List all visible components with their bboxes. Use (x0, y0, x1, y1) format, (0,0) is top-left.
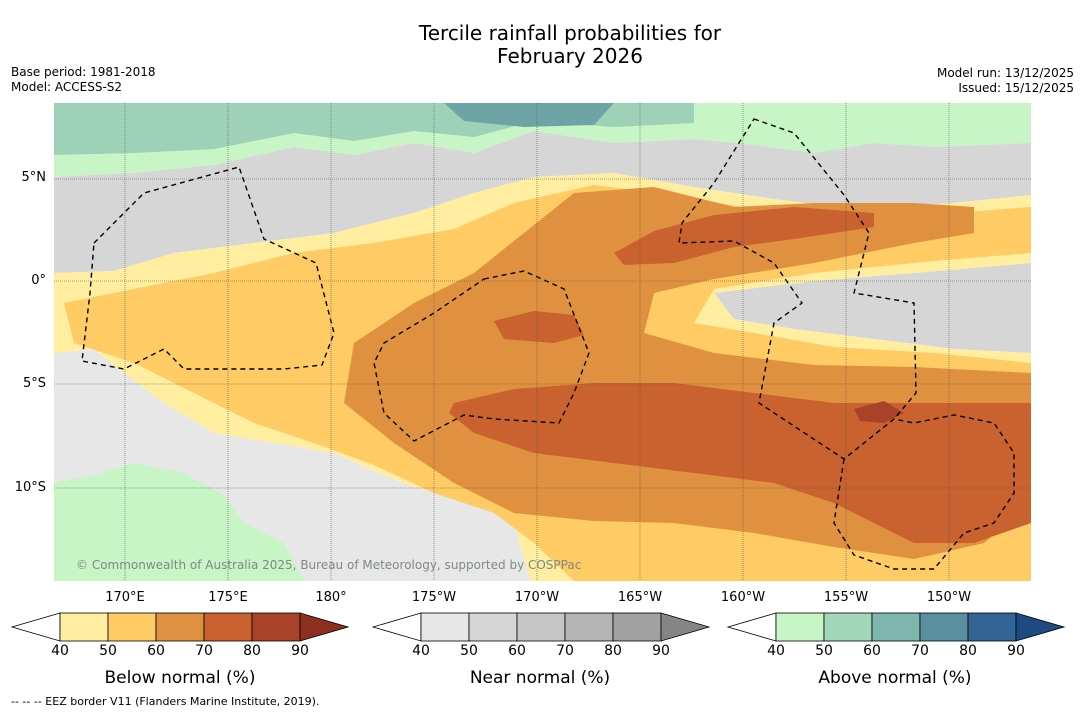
below-normal-90-south (854, 401, 904, 423)
above-colorbar-tick-50: 50 (815, 643, 833, 659)
above-normal-peak-north (444, 103, 614, 127)
above-colorbar-segment-5 (967, 612, 1017, 642)
eez-border-central (373, 270, 590, 442)
below-colorbar-segment-3 (155, 612, 205, 642)
above-normal-title: Above normal (%) (818, 668, 972, 688)
meta-right: Model run: 13/12/2025 Issued: 15/12/2025 (937, 66, 1074, 96)
below-colorbar-segment-2 (107, 612, 157, 642)
below-colorbar-tick-60: 60 (147, 643, 165, 659)
below-colorbar-tick-50: 50 (99, 643, 117, 659)
near-normal-title: Near normal (%) (469, 668, 611, 688)
near-colorbar-segment-2 (468, 612, 518, 642)
above-colorbar-segment-4 (919, 612, 969, 642)
below-colorbar-segment-1 (59, 612, 109, 642)
lon-tick-165w: 165°W (617, 590, 663, 605)
lon-tick-175w: 175°W (411, 590, 457, 605)
eez-legend-note: -- -- -- EEZ border V11 (Flanders Marine… (11, 695, 320, 708)
below-colorbar-segment-4 (203, 612, 253, 642)
below-normal-80-south (449, 383, 1031, 543)
above-colorbar-segment-2 (823, 612, 873, 642)
probability-map (54, 103, 1031, 581)
near-normal-band (54, 131, 1031, 273)
near-colorbar-tick-70: 70 (556, 643, 574, 659)
above-colorbar-tick-90: 90 (1007, 643, 1025, 659)
above-colorbar-segment-1 (775, 612, 825, 642)
above-colorbar-tick-80: 80 (959, 643, 977, 659)
colorbar-above (726, 612, 1066, 642)
lon-tick-150w: 150°W (926, 590, 972, 605)
above-colorbar-tick-60: 60 (863, 643, 881, 659)
lon-tick-170e: 170°E (105, 590, 145, 605)
colorbars (10, 612, 1066, 642)
above-colorbar-min-extend (726, 612, 777, 642)
near-colorbar-max-extend (660, 612, 711, 642)
model-name: Model: ACCESS-S2 (11, 80, 123, 94)
meta-left: Base period: 1981-2018 Model: ACCESS-S2 (11, 65, 156, 95)
title-line-1: Tercile rainfall probabilities for (418, 21, 722, 45)
above-colorbar-max-extend (1015, 612, 1066, 642)
below-colorbar-min-extend (10, 612, 61, 642)
map-title: Tercile rainfall probabilities for Febru… (0, 22, 1085, 68)
below-colorbar-tick-90: 90 (291, 643, 309, 659)
below-colorbar-segment-5 (251, 612, 301, 642)
below-normal-80-center (494, 311, 584, 343)
below-normal-title: Below normal (%) (104, 668, 256, 688)
near-colorbar-tick-80: 80 (604, 643, 622, 659)
colorbar-below (10, 612, 350, 642)
near-colorbar-segment-3 (516, 612, 566, 642)
near-colorbar-min-extend (371, 612, 422, 642)
lat-tick-5n: 5°N (21, 170, 47, 185)
lon-tick-160w: 160°W (720, 590, 766, 605)
eez-borders (81, 118, 1015, 570)
below-colorbar-max-extend (299, 612, 350, 642)
lon-tick-180: 180° (315, 590, 347, 605)
above-normal-southwest (54, 463, 304, 581)
lat-tick-10s: 10°S (14, 480, 46, 495)
near-colorbar-segment-4 (564, 612, 614, 642)
below-colorbar-tick-70: 70 (195, 643, 213, 659)
near-colorbar-tick-60: 60 (508, 643, 526, 659)
gridlines (54, 103, 1031, 581)
near-colorbar-segment-5 (612, 612, 662, 642)
near-colorbar-segment-1 (420, 612, 470, 642)
model-run: Model run: 13/12/2025 (936, 66, 1074, 80)
map-layers (54, 103, 1031, 581)
title-line-2: February 2026 (497, 44, 643, 68)
above-colorbar-tick-70: 70 (911, 643, 929, 659)
above-colorbar-segment-3 (871, 612, 921, 642)
below-normal-80-north (614, 207, 874, 265)
copyright-notice: © Commonwealth of Australia 2025, Bureau… (76, 558, 582, 572)
above-colorbar-tick-40: 40 (767, 643, 785, 659)
lon-tick-170w: 170°W (514, 590, 560, 605)
eez-border-west (81, 166, 335, 370)
eez-border-southeast (833, 414, 1015, 570)
near-colorbar-tick-40: 40 (412, 643, 430, 659)
lon-tick-155w: 155°W (823, 590, 869, 605)
near-normal-east (714, 263, 1031, 353)
eez-border-northeast (678, 118, 917, 460)
below-colorbar-tick-40: 40 (51, 643, 69, 659)
lon-tick-175e: 175°E (208, 590, 248, 605)
issued-date: Issued: 15/12/2025 (958, 81, 1074, 95)
base-period: Base period: 1981-2018 (11, 65, 156, 79)
lat-tick-0: 0° (31, 273, 46, 288)
near-colorbar-tick-90: 90 (652, 643, 670, 659)
below-colorbar-tick-80: 80 (243, 643, 261, 659)
lat-tick-5s: 5°S (22, 376, 46, 391)
near-colorbar-tick-50: 50 (460, 643, 478, 659)
colorbar-near (371, 612, 711, 642)
